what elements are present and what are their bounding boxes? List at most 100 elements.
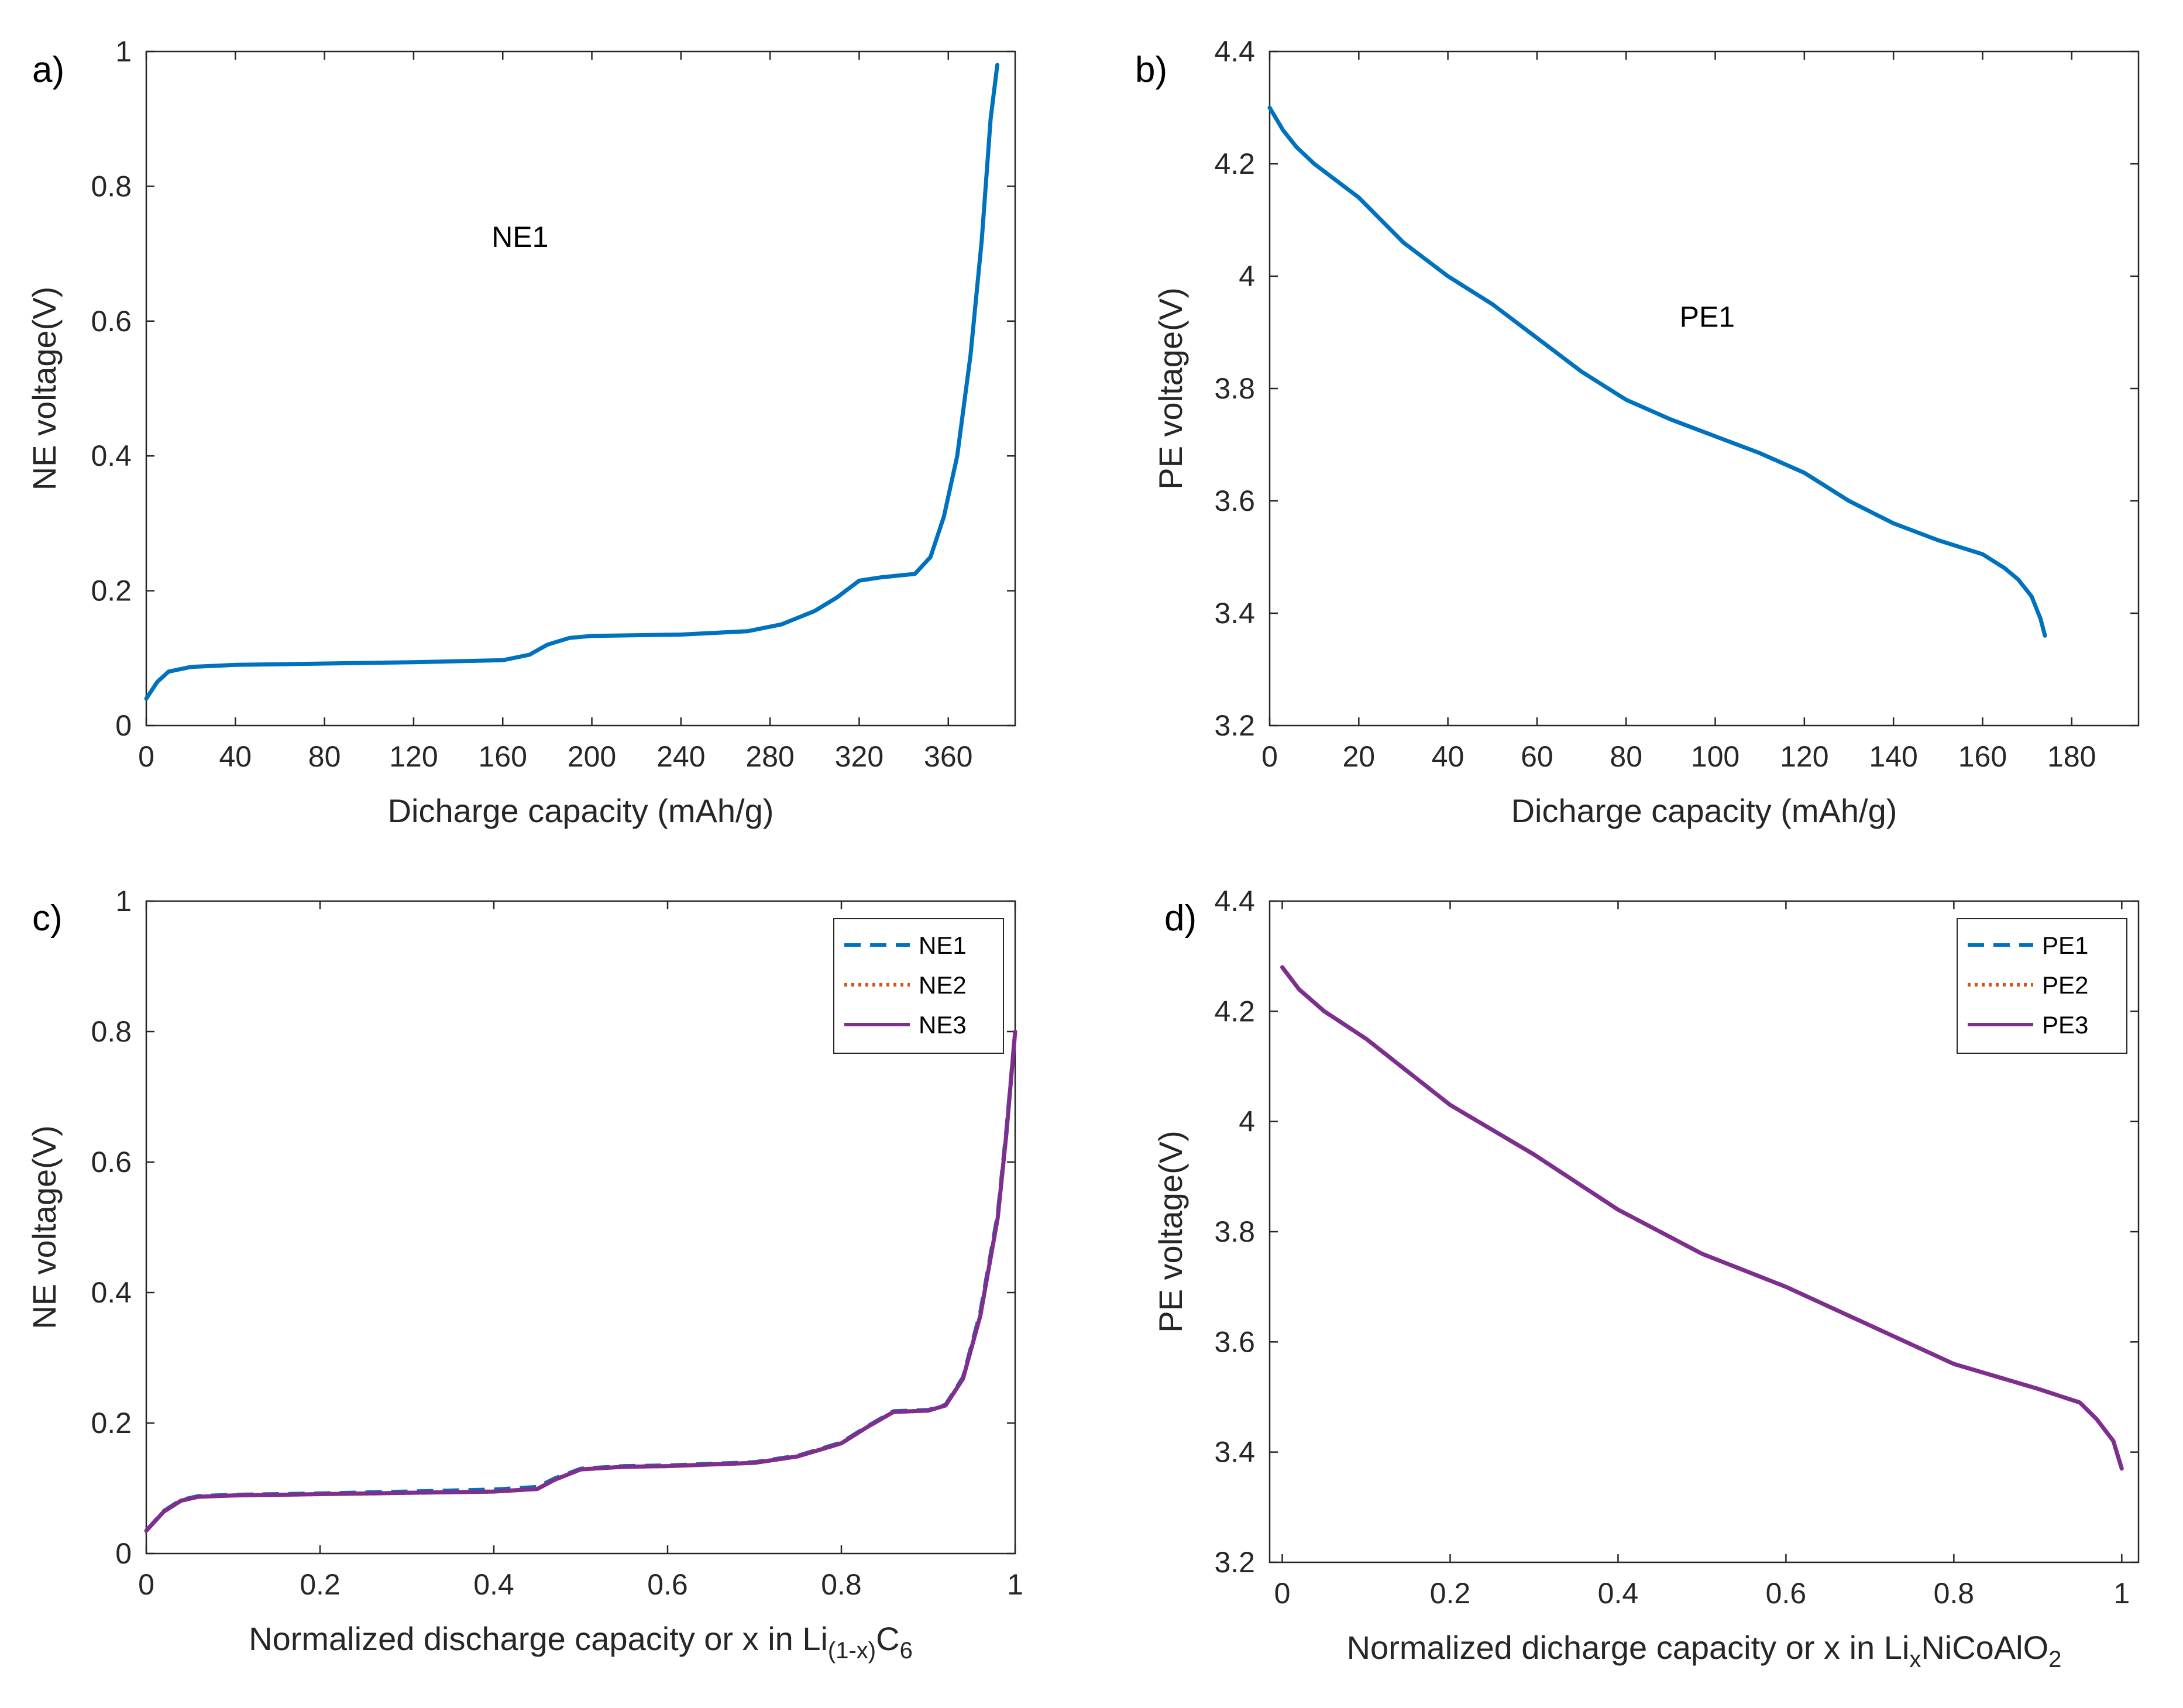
x-tick-label: 160 [1958, 740, 2007, 773]
x-tick-label: 360 [924, 740, 972, 773]
x-tick-label: 0.8 [821, 1568, 862, 1601]
y-tick-label: 0 [115, 709, 132, 742]
series-annotation: PE1 [1680, 300, 1735, 333]
chart-panel-a: 0 40 80 120 160 200 240 280 320 360 0 0.2 0.4 0.6 0.8 1… [26, 35, 1016, 829]
x-axis-title-sub2: 2 [2048, 1647, 2061, 1672]
chart-panel-d: 0 0.2 0.4 0.6 0.8 1 3.2 3.4 3.6 3.8 4 4.2 4.4 d) PE vo… [1152, 885, 2140, 1672]
chart-panel-c: 0 0.2 0.4 0.6 0.8 1 0 0.2 0.4 0.6 0.8 1 c) NE voltage… [26, 885, 1023, 1664]
legend-label-ne1: NE1 [919, 932, 967, 959]
x-tick-label: 0.6 [1766, 1577, 1807, 1610]
x-tick-label: 120 [1780, 740, 1828, 773]
y-tick-label: 4.2 [1214, 995, 1255, 1027]
y-tick-label: 3.6 [1214, 484, 1255, 517]
y-tick-label: 4.4 [1214, 35, 1255, 68]
x-tick-label: 0 [1261, 740, 1278, 773]
series-line-pe1 [1267, 105, 2047, 638]
panel-label: c) [32, 898, 63, 939]
y-axis-title: PE voltage(V) [1152, 1130, 1189, 1333]
y-tick-label: 4 [1239, 1105, 1255, 1138]
x-tick-label: 60 [1521, 740, 1553, 773]
x-axis-title-mid: C [876, 1620, 899, 1657]
legend-box [1957, 918, 2127, 1054]
y-axis-title: PE voltage(V) [1152, 287, 1189, 490]
legend-label-ne2: NE2 [919, 971, 967, 999]
x-tick-label: 80 [308, 740, 341, 773]
y-tick-label: 4 [1239, 260, 1255, 293]
x-tick-label: 0 [1274, 1577, 1291, 1610]
x-tick-label: 80 [1610, 740, 1642, 773]
x-axis-title: Normalized discharge capacity or x in Li… [249, 1620, 913, 1664]
y-tick-label: 0.2 [91, 1407, 132, 1439]
x-axis-title-mid: NiCoAlO [1921, 1629, 2048, 1666]
legend: NE1 NE2 NE3 [833, 918, 1004, 1054]
y-tick-label: 0.4 [91, 1276, 132, 1309]
panel-label: b) [1135, 50, 1167, 90]
x-tick-label: 0.2 [300, 1568, 341, 1601]
panel-label: a) [32, 50, 64, 90]
x-tick-label: 100 [1691, 740, 1739, 773]
y-tick-label: 0.2 [91, 575, 132, 607]
y-tick-label: 4.4 [1214, 885, 1255, 917]
x-tick-label: 1 [2113, 1577, 2130, 1610]
y-tick-label: 0.6 [91, 1146, 132, 1178]
x-tick-label: 0 [138, 1568, 154, 1601]
x-tick-label: 0.4 [1598, 1577, 1639, 1610]
x-axis-title-sub1: (1-x) [828, 1638, 876, 1664]
y-tick-label: 3.8 [1214, 1215, 1255, 1248]
series-line-pe3 [1280, 965, 2124, 1471]
plot-frame [145, 50, 1016, 727]
legend-label-pe2: PE2 [2042, 971, 2088, 999]
x-tick-label: 180 [2047, 740, 2096, 773]
y-tick-label: 0.4 [91, 439, 132, 472]
y-tick-label: 0.6 [91, 305, 132, 338]
series-line-ne3 [144, 1029, 1017, 1533]
x-tick-label: 0.4 [473, 1568, 514, 1601]
y-axis-title: NE voltage(V) [26, 287, 63, 491]
x-tick-label: 200 [568, 740, 616, 773]
x-axis-title-main: Normalized discharge capacity or x in Li [249, 1620, 828, 1657]
y-tick-label: 3.4 [1214, 597, 1255, 630]
y-tick-label: 0.8 [91, 1015, 132, 1048]
legend-box [833, 918, 1004, 1054]
y-tick-label: 3.6 [1214, 1325, 1255, 1358]
x-tick-label: 40 [1432, 740, 1464, 773]
y-tick-label: 1 [115, 35, 132, 68]
legend-label-ne3: NE3 [919, 1011, 967, 1039]
panel-label: d) [1164, 898, 1197, 939]
x-tick-label: 120 [389, 740, 438, 773]
legend-label-pe3: PE3 [2042, 1011, 2088, 1039]
x-tick-label: 320 [835, 740, 883, 773]
x-tick-label: 0.8 [1934, 1577, 1975, 1610]
y-tick-label: 0 [115, 1537, 132, 1570]
y-tick-label: 3.8 [1214, 372, 1255, 405]
series-annotation: NE1 [491, 221, 548, 253]
series-line-ne1 [144, 63, 999, 701]
x-tick-label: 140 [1869, 740, 1917, 773]
y-tick-label: 0.8 [91, 170, 132, 202]
x-axis-title-sub2: 6 [900, 1638, 913, 1664]
x-tick-label: 1 [1007, 1568, 1023, 1601]
y-tick-label: 1 [115, 885, 132, 917]
x-axis-title: Normalized dicharge capacity or x in Lix… [1347, 1629, 2062, 1672]
x-axis-title-sub1: x [1909, 1647, 1921, 1672]
x-tick-label: 20 [1342, 740, 1375, 773]
x-axis-title: Dicharge capacity (mAh/g) [388, 792, 774, 829]
y-tick-label: 4.2 [1214, 147, 1255, 180]
x-tick-label: 40 [219, 740, 252, 773]
x-tick-label: 240 [656, 740, 705, 773]
x-tick-label: 160 [479, 740, 527, 773]
y-tick-label: 3.4 [1214, 1436, 1255, 1469]
y-tick-label: 3.2 [1214, 709, 1255, 742]
x-axis-title-main: Normalized dicharge capacity or x in Li [1347, 1629, 1910, 1666]
x-tick-label: 0 [138, 740, 154, 773]
x-tick-label: 0.6 [647, 1568, 688, 1601]
x-tick-label: 280 [745, 740, 794, 773]
legend: PE1 PE2 PE3 [1957, 918, 2127, 1054]
legend-label-pe1: PE1 [2042, 932, 2088, 959]
y-tick-label: 3.2 [1214, 1546, 1255, 1579]
x-tick-label: 0.2 [1430, 1577, 1471, 1610]
x-axis-title: Dicharge capacity (mAh/g) [1511, 792, 1897, 829]
y-axis-title: NE voltage(V) [26, 1125, 63, 1329]
chart-panel-b: 0 20 40 60 80 100 120 140 160 180 3.2 3.4 3.6 3.8 4 4.2… [1135, 35, 2140, 829]
